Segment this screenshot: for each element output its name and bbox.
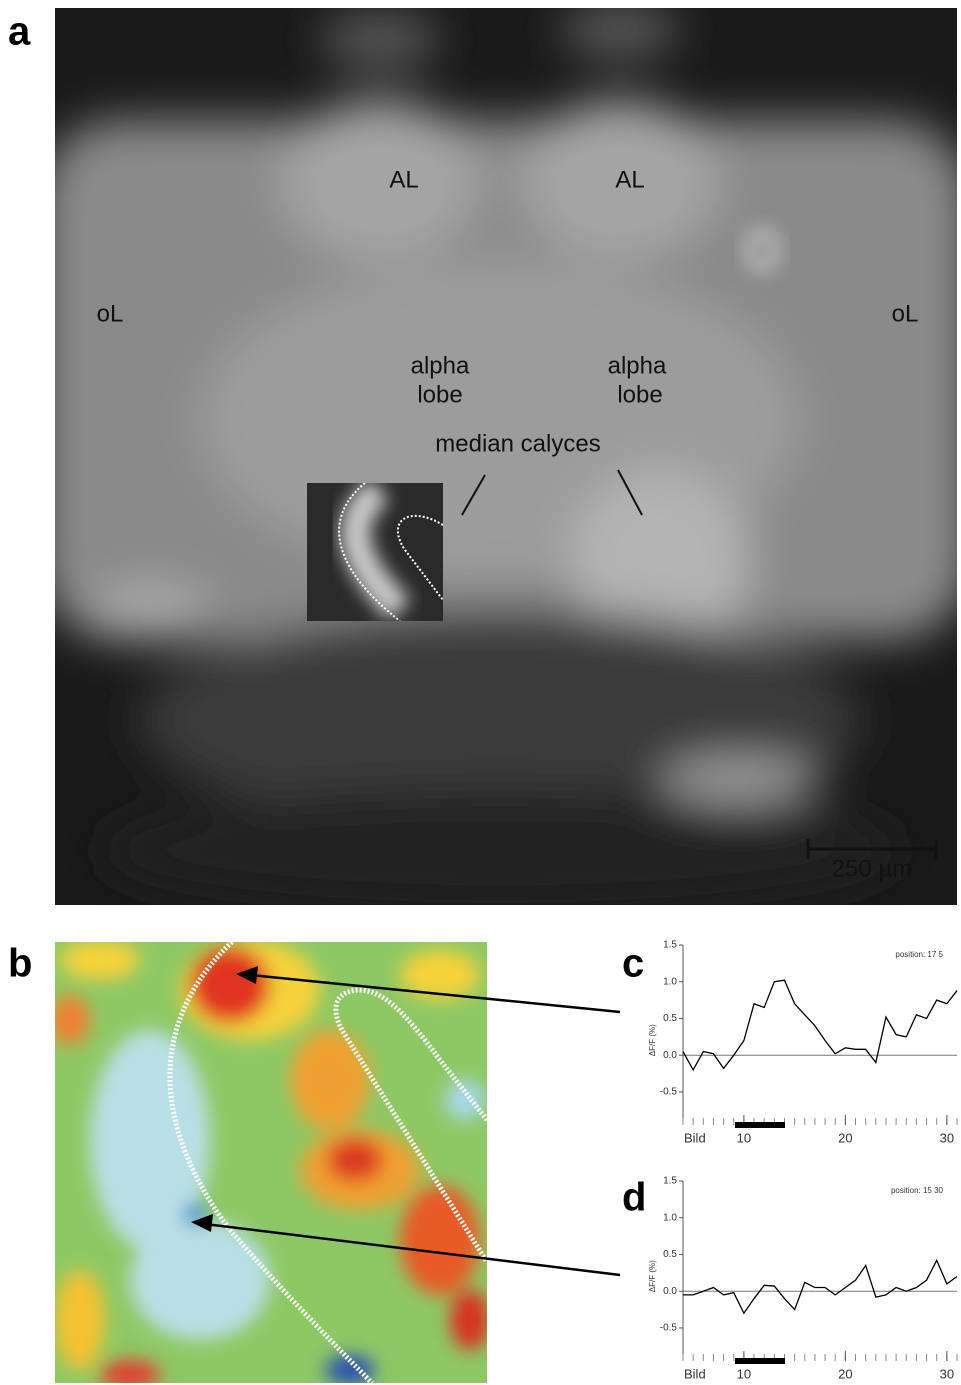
scale-bar-label: 250 µm xyxy=(832,855,913,882)
annotation: oL xyxy=(892,300,919,327)
x-axis-label: Bild xyxy=(684,1366,706,1381)
annotation: position: 15 30 xyxy=(891,1186,944,1195)
y-tick-label: 1.0 xyxy=(663,1212,677,1223)
panel-label: b xyxy=(8,942,32,986)
y-tick-label: 0.0 xyxy=(663,1050,677,1061)
x-tick-label: 30 xyxy=(940,1130,954,1145)
annotation: position: 17 5 xyxy=(895,950,943,959)
y-tick-label: 1.5 xyxy=(663,1176,677,1187)
annotation: alpha xyxy=(411,352,470,379)
panel-label: c xyxy=(622,942,644,986)
inset-image xyxy=(307,483,443,621)
annotation: AL xyxy=(389,166,418,193)
y-tick-label: -0.5 xyxy=(660,1087,678,1098)
annotation: lobe xyxy=(617,381,662,408)
annotation: lobe xyxy=(417,381,462,408)
y-axis-label: ΔF/F (%) xyxy=(648,1024,657,1056)
x-tick-label: 30 xyxy=(940,1366,954,1381)
annotation: oL xyxy=(97,300,124,327)
y-tick-label: 1.5 xyxy=(663,940,677,951)
y-tick-label: 0.5 xyxy=(663,1249,677,1260)
y-tick-label: 0.0 xyxy=(663,1286,677,1297)
y-tick-label: 0.5 xyxy=(663,1013,677,1024)
figure: 250 µm AL AL oL oL alpha lobe alpha lobe… xyxy=(0,0,961,1385)
annotation: alpha xyxy=(608,352,667,379)
data-line xyxy=(683,1260,957,1313)
data-line xyxy=(683,980,957,1070)
x-tick-label: 20 xyxy=(838,1130,852,1145)
y-tick-label: 1.0 xyxy=(663,976,677,987)
x-tick-label: 20 xyxy=(838,1366,852,1381)
x-tick-label: 10 xyxy=(737,1366,751,1381)
stimulus-bar xyxy=(735,1358,785,1364)
annotation: AL xyxy=(615,166,644,193)
y-tick-label: -0.5 xyxy=(660,1323,678,1334)
heatmap-image xyxy=(50,940,490,1385)
annotation: median calyces xyxy=(435,430,600,457)
x-axis-label: Bild xyxy=(684,1130,706,1145)
x-tick-label: 10 xyxy=(737,1130,751,1145)
panel-label: d xyxy=(622,1176,646,1220)
y-axis-label: ΔF/F (%) xyxy=(648,1260,657,1292)
stimulus-bar xyxy=(735,1122,785,1128)
panel-label: a xyxy=(8,10,31,54)
